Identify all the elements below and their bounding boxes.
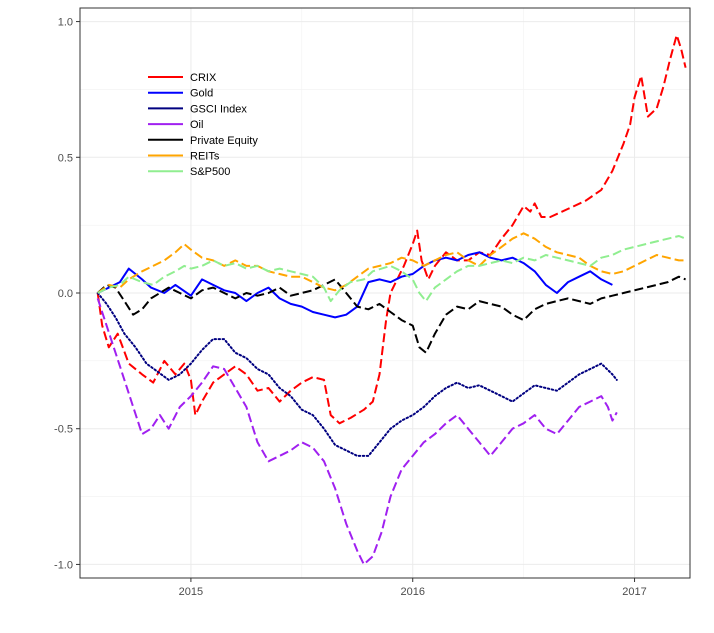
y-axis: 1.0 0.5 0.0 -0.5 -1.0: [54, 17, 80, 571]
legend: CRIX Gold GSCI Index Oil Private Equity REITs…: [148, 72, 258, 178]
y-tick-label: 0.5: [58, 152, 73, 164]
legend-label-gsci-index: GSCI Index: [190, 103, 247, 115]
x-tick-label: 2017: [622, 586, 646, 598]
series-line-crix: [96, 34, 687, 425]
y-tick-label: 1.0: [58, 17, 73, 29]
legend-label-gold: Gold: [190, 88, 213, 100]
series-lines: [96, 34, 687, 566]
legend-label-private-equity: Private Equity: [190, 135, 258, 147]
legend-label-reits: REITs: [190, 151, 220, 163]
y-tick-label: -1.0: [54, 559, 73, 571]
legend-label-s-p500: S&P500: [190, 166, 230, 178]
x-axis: 2015 2016 2017: [179, 578, 647, 598]
legend-label-oil: Oil: [190, 119, 203, 131]
series-line-private-equity: [97, 275, 686, 354]
series-line-gsci-index: [96, 292, 618, 457]
y-tick-label: 0.0: [58, 288, 73, 300]
x-tick-label: 2016: [400, 586, 424, 598]
legend-label-crix: CRIX: [190, 72, 217, 84]
y-tick-label: -0.5: [54, 424, 73, 436]
x-tick-label: 2015: [179, 586, 203, 598]
series-line-oil: [96, 298, 618, 566]
series-line-s-p500: [97, 235, 686, 303]
minor-gridlines: [80, 8, 690, 578]
